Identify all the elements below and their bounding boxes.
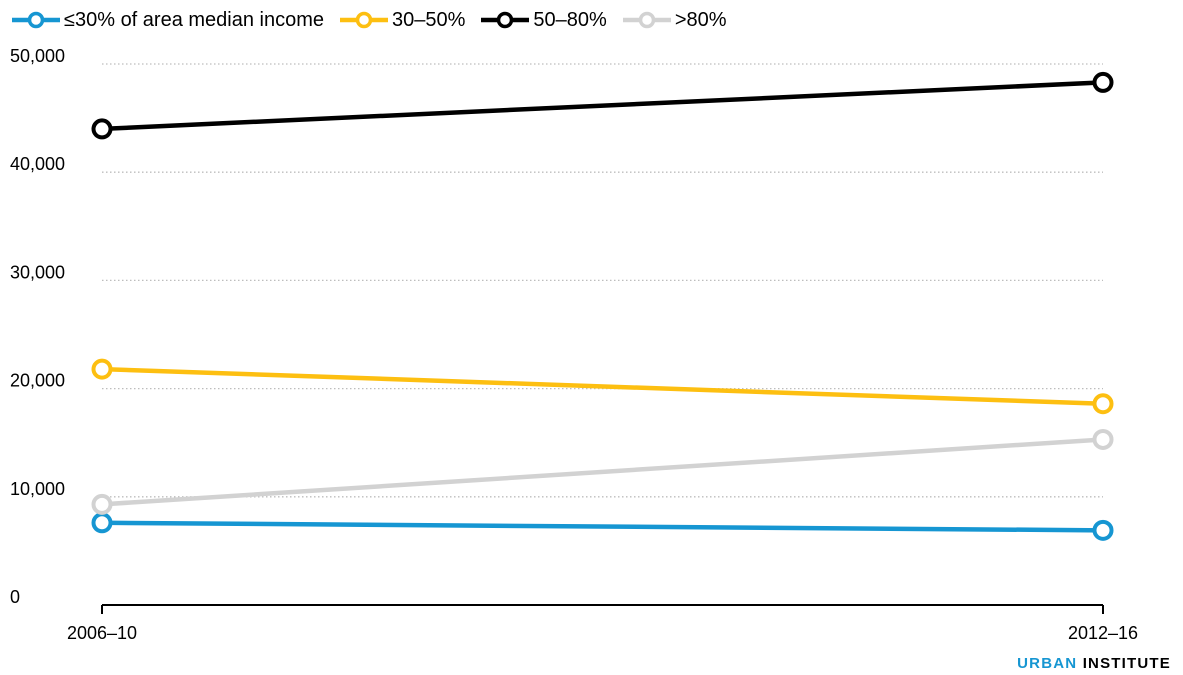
y-tick-label: 30,000 [10, 262, 65, 282]
legend-label: 30–50% [392, 8, 466, 31]
series-line [101, 437, 1104, 507]
data-point [1092, 428, 1114, 450]
y-tick-label: 50,000 [10, 46, 65, 66]
series-line [101, 366, 1104, 406]
legend-item: 30–50% [338, 9, 465, 32]
y-axis-ticks: 0 10,000 20,000 30,000 40,000 50,000 [10, 46, 65, 607]
data-point [1092, 519, 1114, 541]
data-point [91, 118, 113, 140]
legend-item: ≤30% of area median income [10, 9, 324, 32]
legend-swatch-icon [622, 11, 671, 29]
legend-label: 50–80% [533, 8, 607, 31]
data-point [91, 493, 113, 515]
y-tick-label: 40,000 [10, 154, 65, 174]
credit-institute: INSTITUTE [1082, 655, 1171, 672]
series-1 [91, 358, 1114, 415]
x-tick-label: 2012–16 [1068, 623, 1138, 643]
y-tick-label: 20,000 [10, 371, 65, 391]
series-3 [91, 428, 1114, 515]
series-line [101, 80, 1104, 132]
credit-urban: URBAN [1017, 655, 1078, 672]
series-2 [91, 71, 1114, 140]
y-tick-label: 0 [10, 587, 20, 607]
data-point [91, 358, 113, 380]
data-point [91, 512, 113, 534]
legend-swatch-icon [481, 11, 530, 29]
legend: ≤30% of area median income 30–50% 50–80% >8… [10, 6, 741, 34]
data-point [1092, 71, 1114, 93]
data-point [1092, 393, 1114, 415]
legend-label: >80% [674, 8, 727, 31]
x-tick-label: 2006–10 [67, 623, 137, 643]
legend-label: ≤30% of area median income [64, 8, 325, 31]
legend-item: 50–80% [479, 8, 607, 32]
x-axis: 2006–10 2012–16 [67, 604, 1138, 643]
y-tick-label: 10,000 [10, 479, 65, 499]
legend-item: >80% [621, 9, 727, 32]
series-lines [91, 71, 1114, 541]
legend-swatch-icon [340, 11, 389, 29]
series-line [101, 520, 1104, 533]
series-0 [91, 512, 1114, 541]
legend-swatch-icon [12, 11, 60, 29]
urban-institute-credit: URBAN INSTITUTE [1017, 655, 1171, 672]
gridlines [102, 63, 1103, 498]
